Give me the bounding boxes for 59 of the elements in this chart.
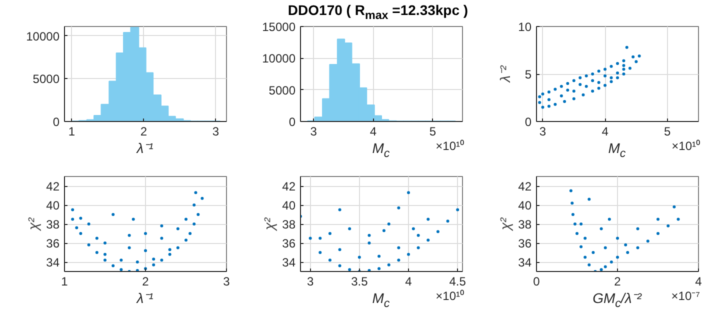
y-tick-label: 40 <box>46 198 60 212</box>
y-tick-label: 0 <box>52 115 60 129</box>
x-axis-title: λ⁻¹ <box>135 139 154 158</box>
y-tick-label: 5 <box>524 68 532 82</box>
x-tick-label: 4 <box>370 124 377 138</box>
x-tick-label: 4.5 <box>449 274 466 288</box>
text: ×10⁻⁷ <box>671 288 700 305</box>
y-tick-label: 34 <box>282 256 296 270</box>
x-tick-label: 5 <box>429 124 436 138</box>
y-tick-label: 42 <box>518 180 532 194</box>
y-tick-label: 38 <box>518 218 532 232</box>
y-tick-label: 0 <box>524 115 532 129</box>
y-tick-label: 34 <box>518 256 532 270</box>
y-tick-label: 40 <box>518 198 532 212</box>
y-tick-label: 42 <box>46 180 60 194</box>
chart-title: DDO170 ( R$_{max}$ =12.33kpc ) <box>288 2 468 22</box>
y-axis-title: λ⁻² <box>497 64 514 84</box>
y-tick-label: 42 <box>282 180 296 194</box>
x-tick-label: 2 <box>142 274 150 288</box>
text: ×10¹⁰ <box>436 138 464 155</box>
x-tick-label: 3 <box>223 274 230 288</box>
y-tick-label: 36 <box>46 236 60 250</box>
y-tick-label: 15000 <box>262 20 296 34</box>
x-tick-label: 4 <box>602 124 609 138</box>
x-axis-title: λ⁻¹ <box>135 289 154 308</box>
x-tick-label: 2 <box>614 274 622 288</box>
y-tick-label: 40 <box>282 198 296 212</box>
text: ×10¹⁰ <box>436 288 464 305</box>
y-tick-label: 38 <box>282 218 296 232</box>
x-tick-label: 1 <box>68 124 76 138</box>
x-tick-label: 3 <box>539 124 546 138</box>
text: ×10¹⁰ <box>672 138 700 155</box>
y-axis-title: χ² <box>497 216 514 232</box>
x-axis-title: M$_{c}$ <box>372 290 390 310</box>
y-axis-title: χ² <box>25 216 42 232</box>
x-tick-label: 4 <box>405 274 412 288</box>
y-tick-label: 10000 <box>26 29 60 44</box>
x-tick-label: 2 <box>140 124 148 138</box>
y-tick-label: 34 <box>46 256 60 270</box>
x-axis-title: M$_{c}$ <box>608 140 626 160</box>
y-tick-label: 10000 <box>262 52 296 66</box>
x-tick-label: 3 <box>306 274 314 288</box>
x-tick-label: 1 <box>61 274 68 288</box>
y-tick-label: 5000 <box>32 72 60 86</box>
y-tick-label: 5000 <box>268 83 296 98</box>
y-axis-title: χ² <box>261 216 278 232</box>
x-tick-label: 5 <box>664 124 672 138</box>
x-axis-title: M$_{c}$ <box>372 140 390 160</box>
x-tick-label: 3 <box>310 124 318 138</box>
x-tick-label: 3 <box>212 124 220 138</box>
x-axis-title: GM$_{c}$/λ⁻² <box>592 290 642 310</box>
y-tick-label: 0 <box>288 115 296 129</box>
y-tick-label: 10 <box>518 20 532 34</box>
x-tick-label: 4 <box>695 274 702 288</box>
y-tick-label: 36 <box>282 236 296 250</box>
x-tick-label: 0 <box>533 274 540 288</box>
x-tick-label: 3.5 <box>351 274 368 288</box>
y-tick-label: 38 <box>46 218 60 232</box>
y-tick-label: 36 <box>518 236 532 250</box>
